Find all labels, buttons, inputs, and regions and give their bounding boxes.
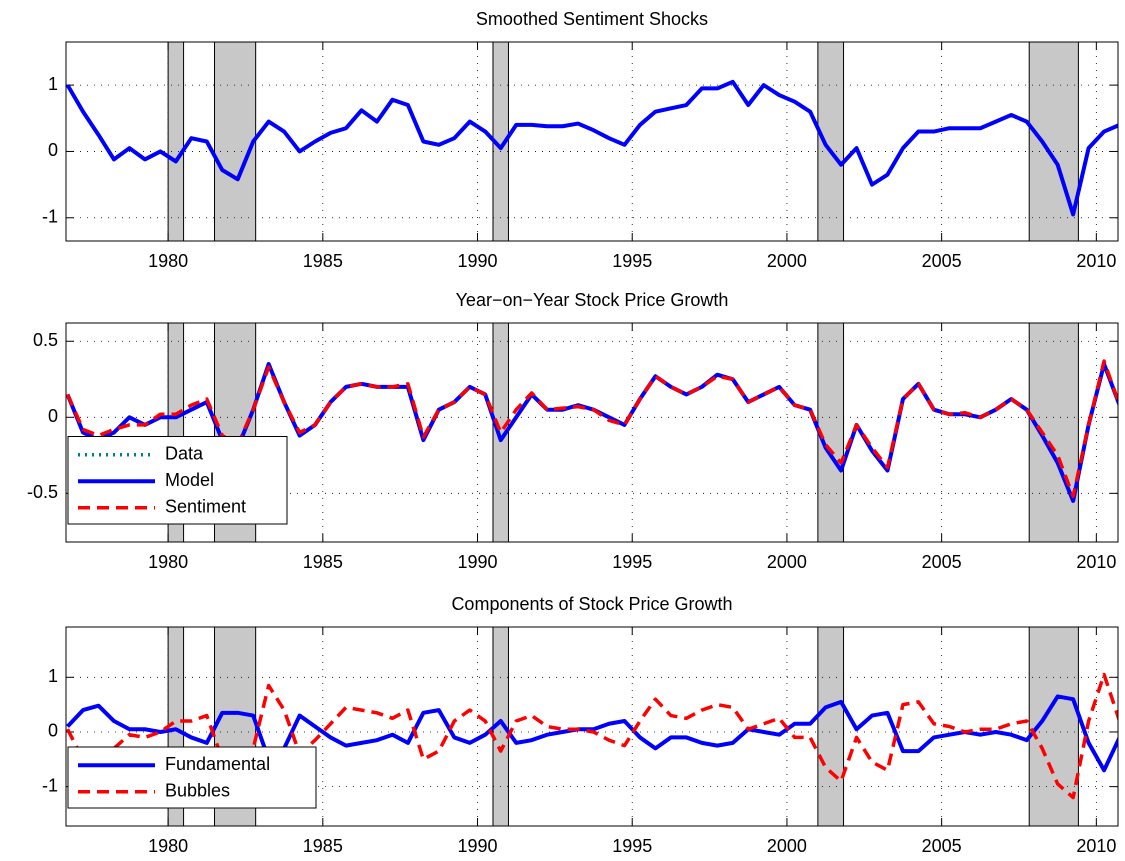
x-tick-label: 1990 xyxy=(457,552,497,572)
y-tick-label: -1 xyxy=(42,775,58,795)
x-tick-label: 1990 xyxy=(457,251,497,271)
recession-band xyxy=(1028,322,1079,543)
x-tick-label: 1985 xyxy=(303,836,343,856)
y-tick-label: 1 xyxy=(48,666,58,686)
series-line xyxy=(66,694,1118,773)
x-tick-label: 2010 xyxy=(1076,251,1116,271)
chart-title: Components of Stock Price Growth xyxy=(451,594,732,614)
x-tick-label: 1980 xyxy=(148,251,188,271)
x-tick-label: 2000 xyxy=(767,836,807,856)
x-tick-label: 2005 xyxy=(922,552,962,572)
axes-frame xyxy=(65,322,1119,543)
axes-frame xyxy=(65,626,1119,827)
legend-label: Fundamental xyxy=(165,754,270,774)
y-tick-label: 1 xyxy=(48,74,58,94)
x-tick-label: 2000 xyxy=(767,251,807,271)
series-line xyxy=(66,79,1118,217)
subplot: Components of Stock Price Growth 1980 1985… xyxy=(42,594,1119,856)
x-tick-label: 1985 xyxy=(303,552,343,572)
x-tick-label: 2005 xyxy=(922,251,962,271)
x-tick-label: 1980 xyxy=(148,552,188,572)
legend-label: Sentiment xyxy=(165,497,246,517)
x-tick-label: 1985 xyxy=(303,251,343,271)
recession-band xyxy=(214,41,257,242)
subplot: Year−on−Year Stock Price Growth 1980 1985 1… xyxy=(27,290,1119,572)
x-tick-label: 1995 xyxy=(612,552,652,572)
x-tick-label: 1995 xyxy=(612,836,652,856)
y-tick-label: -1 xyxy=(42,207,58,227)
axes-frame xyxy=(65,41,1119,242)
legend-label: Data xyxy=(165,444,204,464)
x-tick-label: 2005 xyxy=(922,836,962,856)
chart-title: Year−on−Year Stock Price Growth xyxy=(456,290,729,310)
legend-box xyxy=(67,746,317,809)
y-tick-label: 0 xyxy=(48,140,58,160)
chart-title: Smoothed Sentiment Shocks xyxy=(476,9,708,29)
y-tick-label: 0 xyxy=(48,406,58,426)
y-tick-label: 0 xyxy=(48,721,58,741)
y-tick-label: 0.5 xyxy=(33,330,58,350)
x-tick-label: 2010 xyxy=(1076,836,1116,856)
recession-band xyxy=(167,41,185,242)
subplot: Smoothed Sentiment Shocks 1980 1985 1990 199… xyxy=(42,9,1119,271)
y-tick-label: -0.5 xyxy=(27,482,58,502)
x-tick-label: 1980 xyxy=(148,836,188,856)
series-line xyxy=(66,359,1118,499)
x-tick-label: 1990 xyxy=(457,836,497,856)
x-tick-label: 2010 xyxy=(1076,552,1116,572)
legend-label: Model xyxy=(165,470,214,490)
recession-band xyxy=(817,626,845,827)
x-tick-label: 2000 xyxy=(767,552,807,572)
recession-band xyxy=(817,41,845,242)
x-tick-label: 1995 xyxy=(612,251,652,271)
legend-label: Bubbles xyxy=(165,781,230,801)
